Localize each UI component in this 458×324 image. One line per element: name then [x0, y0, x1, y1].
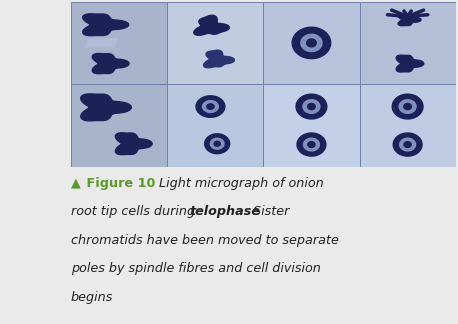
Bar — [360, 2, 456, 84]
Polygon shape — [393, 133, 422, 156]
Polygon shape — [392, 94, 423, 119]
Polygon shape — [400, 138, 415, 151]
Polygon shape — [204, 50, 234, 68]
Polygon shape — [202, 101, 218, 112]
Polygon shape — [115, 133, 152, 155]
Polygon shape — [404, 142, 411, 147]
Text: telophase: telophase — [189, 205, 260, 218]
Bar — [360, 84, 456, 167]
Text: . Sister: . Sister — [245, 205, 289, 218]
Text: root tip cells during: root tip cells during — [71, 205, 199, 218]
Bar — [263, 2, 360, 84]
Polygon shape — [398, 14, 421, 26]
Polygon shape — [207, 104, 214, 109]
Polygon shape — [308, 142, 315, 147]
Text: Light micrograph of onion: Light micrograph of onion — [151, 177, 324, 190]
Polygon shape — [308, 103, 315, 110]
Polygon shape — [292, 27, 331, 59]
Text: chromatids have been moved to separate: chromatids have been moved to separate — [71, 234, 339, 247]
Polygon shape — [92, 53, 129, 74]
Polygon shape — [399, 100, 416, 113]
Polygon shape — [301, 34, 322, 52]
Bar — [71, 84, 167, 167]
Polygon shape — [307, 39, 316, 47]
Polygon shape — [85, 39, 117, 47]
Polygon shape — [194, 15, 229, 35]
Polygon shape — [205, 134, 229, 154]
Polygon shape — [297, 133, 326, 156]
Text: poles by spindle fibres and cell division: poles by spindle fibres and cell divisio… — [71, 262, 321, 275]
Polygon shape — [296, 94, 327, 119]
Polygon shape — [214, 141, 220, 146]
Polygon shape — [304, 138, 319, 151]
Bar — [263, 84, 360, 167]
Polygon shape — [81, 94, 131, 121]
Text: Figure 10: Figure 10 — [82, 177, 156, 190]
Polygon shape — [82, 14, 129, 36]
Polygon shape — [404, 103, 411, 110]
Bar — [167, 2, 263, 84]
Text: begins: begins — [71, 291, 114, 304]
Polygon shape — [396, 55, 424, 72]
Bar — [167, 84, 263, 167]
Polygon shape — [210, 138, 224, 149]
Text: ▲: ▲ — [71, 177, 81, 190]
Polygon shape — [303, 100, 320, 113]
Polygon shape — [196, 96, 225, 117]
Bar — [71, 2, 167, 84]
